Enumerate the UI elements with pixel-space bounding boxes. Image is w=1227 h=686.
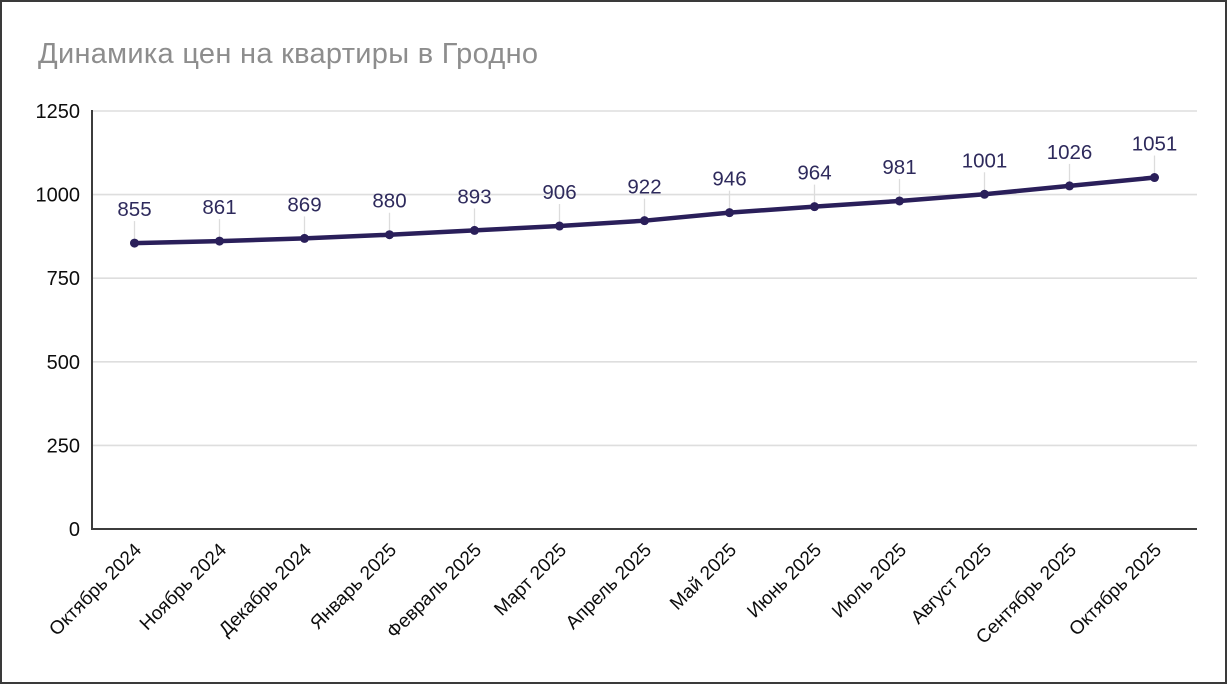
y-tick-label: 1250 (36, 101, 81, 123)
data-value-labels: 855 861 869 880 893 906 922 946 964 981 1001 1026 10… (117, 133, 1177, 222)
data-point (640, 216, 649, 226)
y-tick-label: 500 (47, 352, 80, 374)
gridlines-layer (92, 110, 1197, 447)
x-tick-label: Май 2025 (666, 540, 741, 615)
data-point (130, 238, 139, 248)
data-point (215, 236, 224, 246)
data-value-label: 855 (117, 198, 151, 221)
data-point (1150, 173, 1159, 183)
data-point (300, 233, 309, 243)
data-value-label: 922 (627, 176, 661, 199)
data-point (810, 202, 819, 212)
data-value-label: 893 (457, 185, 491, 208)
data-point (555, 221, 564, 231)
data-value-label: 964 (797, 162, 831, 185)
y-tick-label: 250 (47, 435, 80, 457)
x-tick-label: Апрель 2025 (562, 540, 656, 634)
data-point (470, 225, 479, 235)
data-point (725, 208, 734, 218)
x-tick-label: Июнь 2025 (743, 540, 826, 623)
x-tick-label: Август 2025 (907, 540, 996, 629)
chart-title: Динамика цен на квартиры в Гродно (38, 38, 539, 70)
x-tick-label: Март 2025 (490, 540, 571, 621)
data-value-label: 946 (712, 168, 746, 191)
data-value-label: 1026 (1047, 141, 1093, 164)
axes-layer (91, 110, 1197, 530)
data-point (1065, 181, 1074, 191)
y-axis-tick-labels: 0 250 500 750 1000 1250 (36, 101, 81, 541)
data-value-label: 906 (542, 181, 576, 204)
x-tick-label: Октябрь 2024 (45, 539, 146, 640)
data-value-label: 1001 (962, 149, 1008, 172)
data-value-label: 880 (372, 190, 406, 213)
data-point (895, 196, 904, 206)
data-point (980, 189, 989, 199)
y-tick-label: 750 (47, 268, 80, 290)
y-tick-label: 1000 (36, 185, 81, 207)
x-tick-label: Январь 2025 (307, 540, 402, 635)
data-value-label: 869 (287, 193, 321, 216)
data-point-markers (130, 173, 1159, 248)
data-value-label: 981 (882, 156, 916, 179)
data-value-label: 861 (202, 196, 236, 219)
y-tick-label: 0 (69, 519, 80, 541)
x-tick-label: Ноябрь 2024 (136, 539, 231, 634)
x-tick-label: Июль 2025 (828, 540, 911, 623)
data-value-label: 1051 (1132, 133, 1178, 156)
data-point (385, 230, 394, 240)
